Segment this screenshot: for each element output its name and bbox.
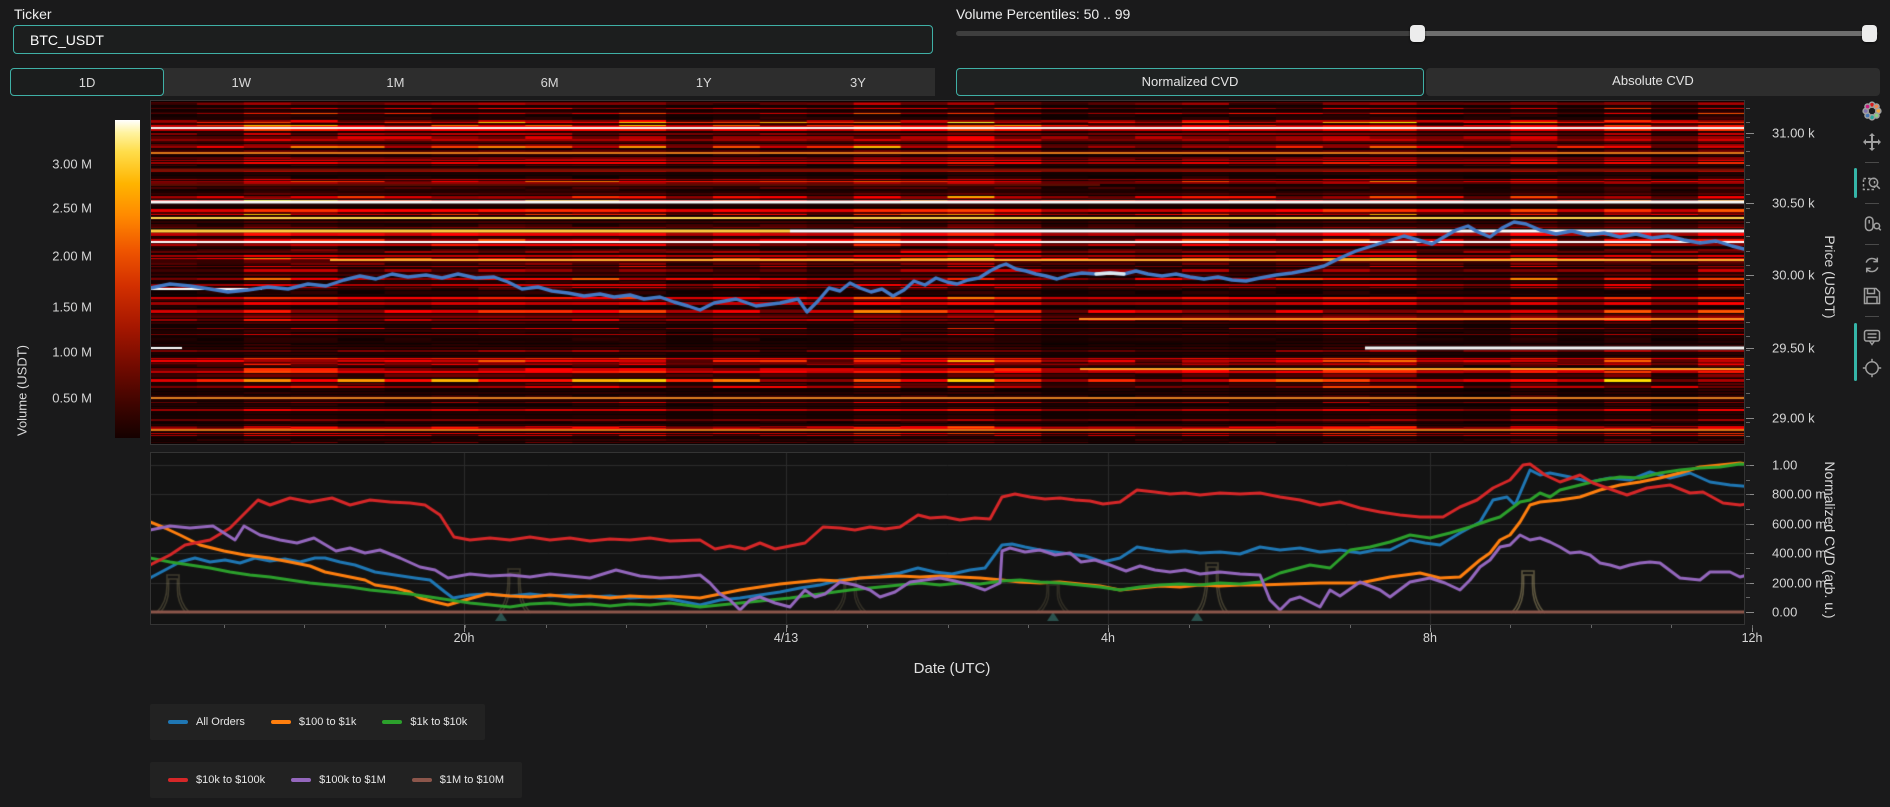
cvd-tick-label: 600.00 m <box>1772 516 1827 532</box>
legend-block-1: All Orders $100 to $1k $1k to $10k <box>150 704 486 740</box>
legend-item[interactable]: $1k to $10k <box>382 716 467 728</box>
absolute-cvd-button[interactable]: Absolute CVD <box>1426 68 1880 96</box>
timeframe-button-6m[interactable]: 6M <box>472 68 627 96</box>
x-tick-label: 4/13 <box>773 631 799 645</box>
toolbar-divider <box>1865 316 1879 317</box>
legend-label: $100k to $1M <box>319 774 386 786</box>
timeframe-button-1d[interactable]: 1D <box>10 68 165 96</box>
save-tool-icon[interactable] <box>1861 285 1883 307</box>
legend-swatch-icon <box>168 778 188 782</box>
legend-swatch-icon <box>411 778 432 782</box>
legend-swatch-icon <box>382 720 403 724</box>
bokeh-logo[interactable] <box>1861 100 1883 122</box>
price-tick-label: 30.00 k <box>1772 267 1815 283</box>
legend-item[interactable]: All Orders <box>168 716 245 728</box>
crosshair-tool-icon[interactable] <box>1861 357 1883 379</box>
volume-colorbar <box>115 120 140 438</box>
cvd-tick-label: 400.00 m <box>1772 545 1827 561</box>
legend-label: All Orders <box>196 716 245 728</box>
x-tick-label: 20h <box>453 631 475 645</box>
legend-swatch-icon <box>291 778 312 782</box>
pan-tool-icon[interactable] <box>1861 131 1883 153</box>
legend-label: $10k to $100k <box>196 774 266 786</box>
volume-tick-label: 0.50 M <box>52 390 92 406</box>
normalized-cvd-button[interactable]: Normalized CVD <box>956 68 1424 96</box>
legend-swatch-icon <box>270 720 291 724</box>
wheel-zoom-tool-icon[interactable] <box>1861 213 1883 235</box>
legend-item[interactable]: $100k to $1M <box>291 774 386 786</box>
cvd-tick-label: 200.00 m <box>1772 575 1827 591</box>
legend-swatch-icon <box>168 720 188 724</box>
cvd-tick-label: 800.00 m <box>1772 486 1827 502</box>
cvd-line-plot[interactable] <box>150 452 1745 625</box>
legend-item[interactable]: $1M to $10M <box>411 774 504 786</box>
price-axis-title: Price (USDT) <box>1822 235 1838 319</box>
plot-toolbar <box>1854 100 1888 381</box>
legend-label: $100 to $1k <box>298 716 357 728</box>
timeframe-button-3y[interactable]: 3Y <box>780 68 936 96</box>
timeframe-button-1y[interactable]: 1Y <box>626 68 781 96</box>
volume-tick-label: 1.00 M <box>52 344 92 360</box>
reset-tool-icon[interactable] <box>1861 254 1883 276</box>
volume-percentiles-slider[interactable] <box>956 25 1878 42</box>
volume-tick-label: 2.50 M <box>52 200 92 216</box>
cvd-axis-title: Normalized CVD (arb. u.) <box>1822 461 1838 619</box>
timeframe-button-group: 1D 1W 1M 6M 1Y 3Y <box>10 68 936 96</box>
ticker-label: Ticker <box>14 6 52 22</box>
volume-tick-label: 3.00 M <box>52 156 92 172</box>
legend-block-2: $10k to $100k $100k to $1M $1M to $10M <box>150 762 522 798</box>
slider-range-fill <box>1417 31 1869 36</box>
volume-tick-label: 2.00 M <box>52 248 92 264</box>
toolbar-divider <box>1865 162 1879 163</box>
price-tick-label: 30.50 k <box>1772 195 1815 211</box>
price-heatmap-plot[interactable] <box>150 100 1745 445</box>
x-tick-label: 12h <box>1741 631 1763 645</box>
volume-percentiles-label: Volume Percentiles: 50 .. 99 <box>956 6 1131 22</box>
volume-tick-label: 1.50 M <box>52 299 92 315</box>
slider-handle-low[interactable] <box>1410 25 1425 42</box>
cvd-tick-label: 1.00 <box>1772 457 1798 473</box>
price-tick-label: 31.00 k <box>1772 125 1815 141</box>
legend-item[interactable]: $100 to $1k <box>270 716 357 728</box>
timeframe-button-1w[interactable]: 1W <box>164 68 319 96</box>
cvd-tick-label: 0.00 <box>1772 604 1798 620</box>
price-tick-label: 29.50 k <box>1772 340 1815 356</box>
ticker-input[interactable] <box>13 25 933 54</box>
timeframe-button-1m[interactable]: 1M <box>318 68 473 96</box>
hover-tool-icon[interactable] <box>1854 323 1883 381</box>
colorbar-axis-title: Volume (USDT) <box>14 344 30 437</box>
legend-label: $1k to $10k <box>410 716 468 728</box>
x-tick-label: 8h <box>1423 631 1437 645</box>
box-zoom-tool-icon[interactable] <box>1854 168 1883 198</box>
x-axis-title: Date (UTC) <box>913 660 991 677</box>
toolbar-divider <box>1865 244 1879 245</box>
x-tick-label: 4h <box>1101 631 1115 645</box>
price-tick-label: 29.00 k <box>1772 410 1815 426</box>
toolbar-divider <box>1865 203 1879 204</box>
legend-label: $1M to $10M <box>439 774 504 786</box>
slider-handle-high[interactable] <box>1861 25 1877 42</box>
legend-item[interactable]: $10k to $100k <box>168 774 265 786</box>
